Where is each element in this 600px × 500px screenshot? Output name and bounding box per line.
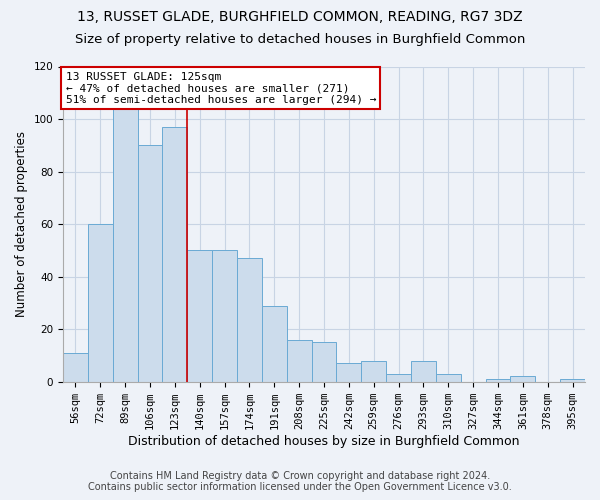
Bar bbox=[386, 374, 411, 382]
Bar bbox=[137, 146, 163, 382]
Bar bbox=[511, 376, 535, 382]
Bar bbox=[311, 342, 337, 382]
X-axis label: Distribution of detached houses by size in Burghfield Common: Distribution of detached houses by size … bbox=[128, 434, 520, 448]
Bar bbox=[262, 306, 287, 382]
Bar bbox=[485, 379, 511, 382]
Bar bbox=[560, 379, 585, 382]
Bar bbox=[411, 360, 436, 382]
Bar bbox=[361, 360, 386, 382]
Bar bbox=[187, 250, 212, 382]
Bar bbox=[287, 340, 311, 382]
Text: 13 RUSSET GLADE: 125sqm
← 47% of detached houses are smaller (271)
51% of semi-d: 13 RUSSET GLADE: 125sqm ← 47% of detache… bbox=[65, 72, 376, 105]
Y-axis label: Number of detached properties: Number of detached properties bbox=[15, 131, 28, 317]
Bar bbox=[212, 250, 237, 382]
Bar bbox=[237, 258, 262, 382]
Bar bbox=[88, 224, 113, 382]
Bar bbox=[113, 100, 137, 382]
Bar bbox=[337, 364, 361, 382]
Text: 13, RUSSET GLADE, BURGHFIELD COMMON, READING, RG7 3DZ: 13, RUSSET GLADE, BURGHFIELD COMMON, REA… bbox=[77, 10, 523, 24]
Text: Contains HM Land Registry data © Crown copyright and database right 2024.
Contai: Contains HM Land Registry data © Crown c… bbox=[88, 471, 512, 492]
Text: Size of property relative to detached houses in Burghfield Common: Size of property relative to detached ho… bbox=[75, 32, 525, 46]
Bar bbox=[436, 374, 461, 382]
Bar bbox=[63, 353, 88, 382]
Bar bbox=[163, 127, 187, 382]
